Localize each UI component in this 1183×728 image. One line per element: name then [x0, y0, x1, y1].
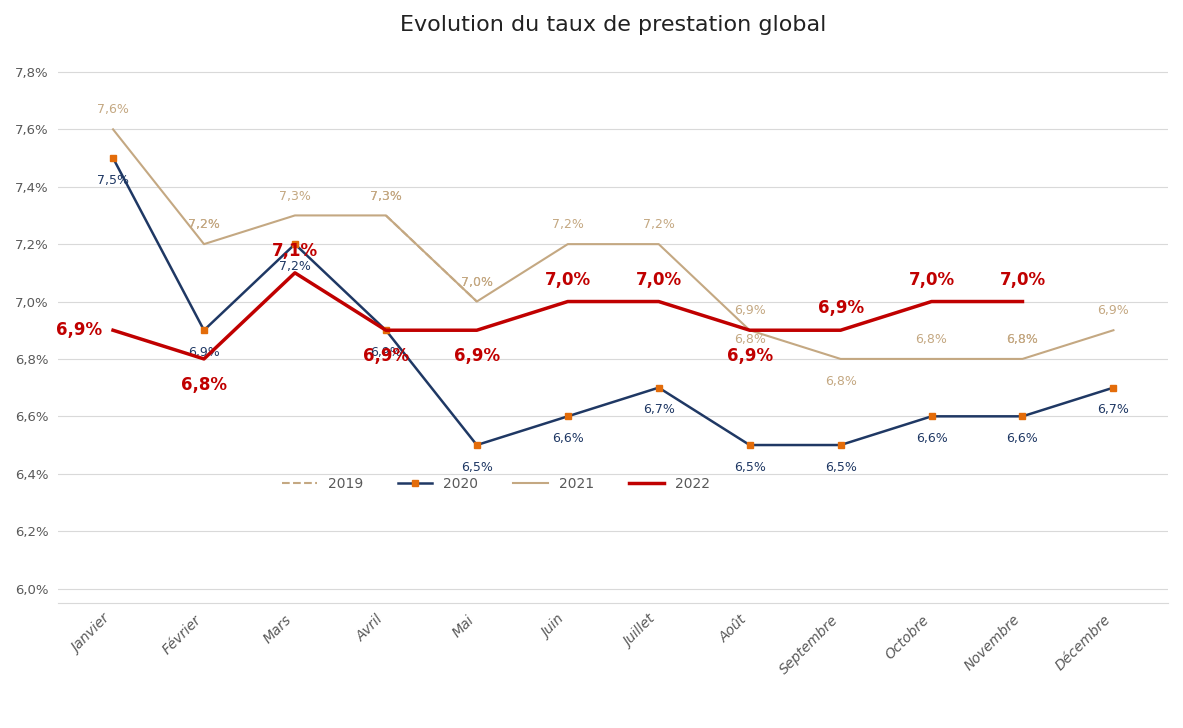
- Text: 6,9%: 6,9%: [56, 321, 102, 339]
- Text: 7,2%: 7,2%: [188, 218, 220, 232]
- Text: 6,5%: 6,5%: [733, 461, 765, 474]
- Text: 6,9%: 6,9%: [188, 346, 220, 359]
- Text: 6,9%: 6,9%: [1098, 304, 1130, 317]
- Text: 6,8%: 6,8%: [181, 376, 227, 394]
- Text: 7,0%: 7,0%: [461, 276, 493, 288]
- Text: 7,0%: 7,0%: [1000, 271, 1046, 288]
- Text: 7,2%: 7,2%: [642, 218, 674, 232]
- Text: 6,8%: 6,8%: [825, 375, 856, 388]
- Text: 7,2%: 7,2%: [551, 218, 583, 232]
- Text: 7,2%: 7,2%: [279, 260, 311, 273]
- Text: 6,8%: 6,8%: [1007, 333, 1039, 346]
- Title: Evolution du taux de prestation global: Evolution du taux de prestation global: [400, 15, 827, 35]
- Text: 6,6%: 6,6%: [916, 432, 948, 445]
- Text: 6,9%: 6,9%: [726, 347, 772, 365]
- Text: 7,0%: 7,0%: [635, 271, 681, 288]
- Text: 6,9%: 6,9%: [817, 299, 864, 317]
- Text: 7,6%: 7,6%: [97, 103, 129, 116]
- Text: 6,5%: 6,5%: [461, 461, 493, 474]
- Text: 7,1%: 7,1%: [272, 242, 318, 260]
- Text: 6,7%: 6,7%: [642, 403, 674, 416]
- Text: 6,7%: 6,7%: [1098, 403, 1130, 416]
- Text: 7,3%: 7,3%: [370, 189, 402, 202]
- Text: 7,2%: 7,2%: [188, 218, 220, 232]
- Legend: 2019, 2020, 2021, 2022: 2019, 2020, 2021, 2022: [276, 472, 716, 496]
- Text: 6,6%: 6,6%: [552, 432, 583, 445]
- Text: 6,9%: 6,9%: [370, 346, 402, 359]
- Text: 6,9%: 6,9%: [363, 347, 409, 365]
- Text: 7,0%: 7,0%: [461, 276, 493, 288]
- Text: 6,5%: 6,5%: [825, 461, 856, 474]
- Text: 6,8%: 6,8%: [733, 333, 765, 346]
- Text: 6,8%: 6,8%: [916, 333, 948, 346]
- Text: 7,3%: 7,3%: [279, 189, 311, 202]
- Text: 7,0%: 7,0%: [909, 271, 955, 288]
- Text: 6,9%: 6,9%: [454, 347, 500, 365]
- Text: 7,5%: 7,5%: [97, 174, 129, 187]
- Text: 6,6%: 6,6%: [1007, 432, 1039, 445]
- Text: 7,0%: 7,0%: [544, 271, 590, 288]
- Text: 6,9%: 6,9%: [733, 304, 765, 317]
- Text: 7,3%: 7,3%: [370, 189, 402, 202]
- Text: 6,8%: 6,8%: [1007, 333, 1039, 346]
